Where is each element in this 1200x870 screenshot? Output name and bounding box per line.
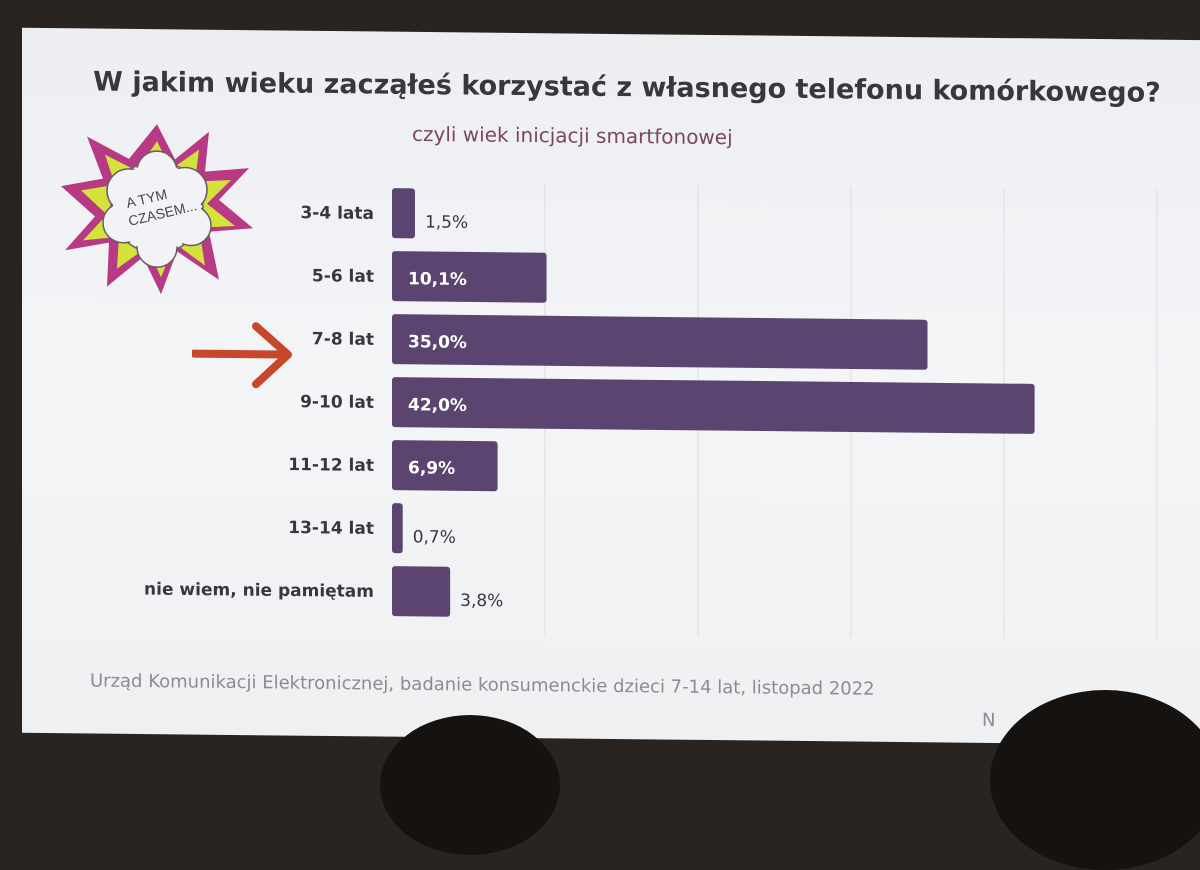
category-label: nie wiem, nie pamiętam (144, 580, 374, 602)
data-label: 10,1% (408, 269, 467, 290)
bar (392, 377, 1035, 434)
category-label: 5-6 lat (312, 266, 374, 287)
data-label: 35,0% (408, 332, 467, 353)
bar (392, 440, 498, 492)
category-label: 9-10 lat (300, 392, 374, 413)
slide: W jakim wieku zacząłeś korzystać z własn… (22, 27, 1200, 746)
bar-chart: 3-4 lata 1,5% 5-6 lat 10,1% 7-8 lat 35,0% 9-10… (144, 183, 1158, 641)
data-label: 42,0% (408, 395, 467, 416)
comic-burst-sticker: A TYMCZASEM... (61, 124, 253, 295)
bar (392, 188, 415, 239)
bar (392, 503, 403, 554)
category-label: 11-12 lat (288, 455, 374, 476)
bar (392, 314, 928, 370)
source-trailing-text: N (982, 709, 996, 731)
highlight-arrow-icon (192, 322, 292, 389)
category-label: 7-8 lat (312, 329, 374, 350)
bar (392, 251, 547, 303)
audience-head (990, 690, 1200, 870)
data-label: 0,7% (413, 527, 456, 547)
data-label: 6,9% (408, 458, 455, 478)
category-label: 3-4 lata (300, 203, 374, 224)
bar (392, 566, 451, 617)
data-label: 3,8% (460, 591, 503, 611)
category-label: 13-14 lat (288, 518, 374, 539)
audience-head (380, 715, 560, 855)
data-label: 1,5% (425, 212, 468, 232)
